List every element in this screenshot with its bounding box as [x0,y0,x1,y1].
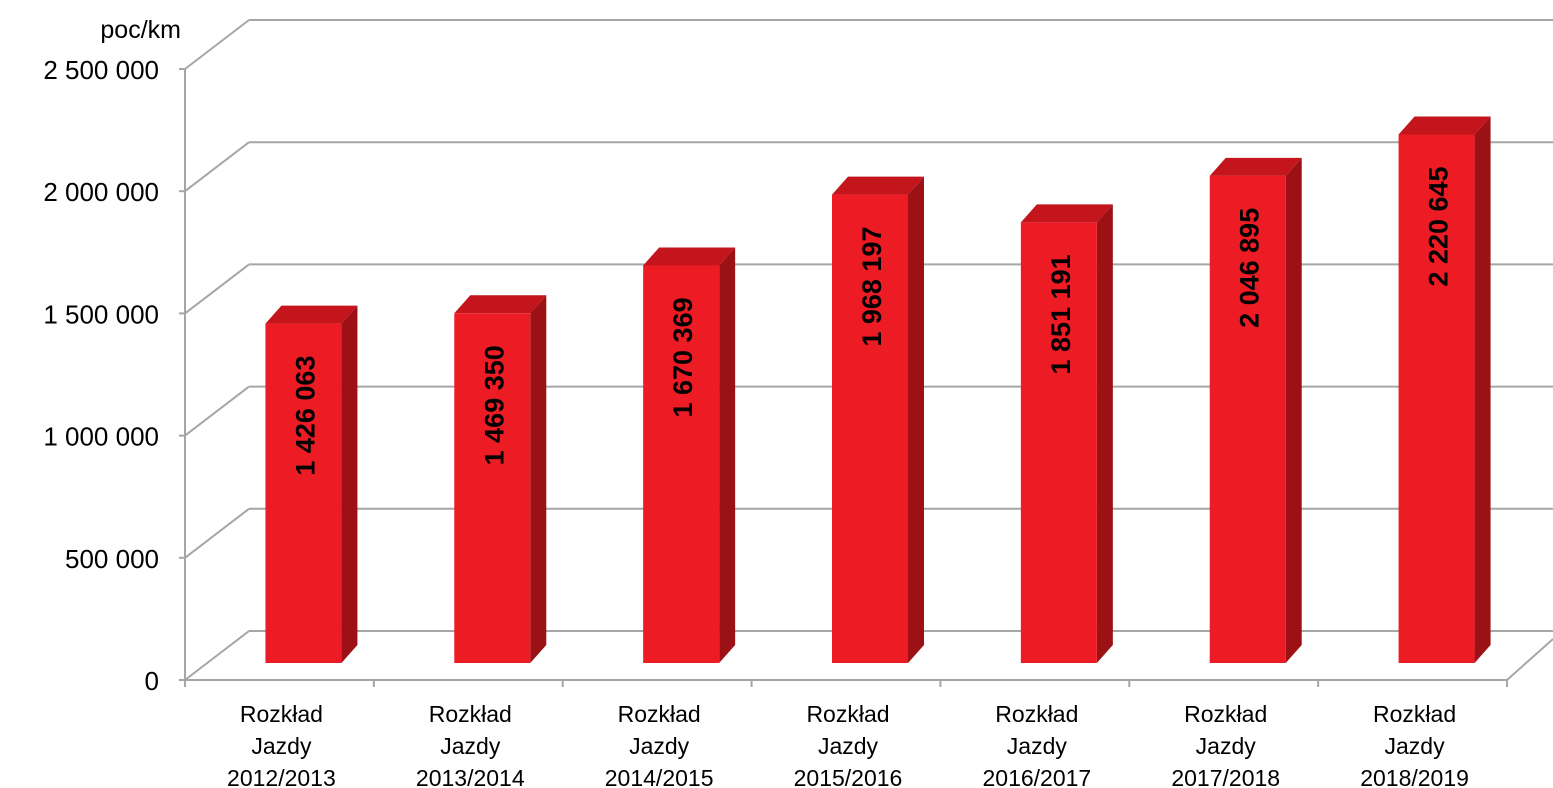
bar-value-label: 1 426 063 [290,356,320,476]
floor-edge [1506,638,1553,681]
x-category-label: Rozkład [806,701,889,727]
labels: 1 426 063 Rozkład Jazdy 2012/2013 1 469 350 R… [227,166,1469,788]
bar [265,305,358,663]
bar-side [1096,204,1113,663]
x-category-label: 2014/2015 [605,765,714,788]
bar-front [454,313,531,663]
x-category-label: 2017/2018 [1171,765,1280,788]
bar-value-label: 1 670 369 [668,297,698,417]
bar-side [908,176,924,664]
bar-side [530,295,547,663]
bar-top [1020,204,1113,223]
axes: 0 500 000 1 000 000 1 500 000 2 000 000 2 500… [43,55,1553,696]
bar-value-label: 1 851 191 [1046,254,1076,374]
bar-side [719,247,736,663]
bar-front [1398,134,1475,663]
y-tick-label: 0 [145,666,159,696]
x-category-label: Rozkład [1373,701,1456,727]
x-category-label: Rozkład [429,701,512,727]
x-category-label: Jazdy [440,733,501,759]
bar-side [341,305,358,663]
x-category-label: 2016/2017 [982,765,1091,788]
x-category-label: Rozkład [995,701,1078,727]
bar-top [832,176,924,195]
x-category-label: Rozkład [1184,701,1267,727]
x-category-label: Jazdy [1196,733,1257,759]
y-tick-label: 500 000 [65,544,159,574]
bar-front [265,323,342,663]
bar-side [1474,116,1491,663]
bar-value-label: 2 220 645 [1424,166,1454,286]
bar-front [1209,175,1286,663]
bar [643,247,736,663]
bars [265,116,1491,664]
bar-top [1209,157,1302,176]
bar [832,176,924,664]
x-category-label: 2018/2019 [1360,765,1469,788]
y-tick-label: 1 000 000 [43,422,159,452]
bar-value-label: 1 968 197 [857,227,887,347]
bar-top [643,247,736,266]
bar-side [1285,157,1302,663]
bar-front [643,265,720,663]
y-tick-label: 1 500 000 [43,299,159,329]
gridline-side [184,508,250,559]
x-category-label: 2013/2014 [416,765,525,788]
bar-value-label: 1 469 350 [479,345,509,465]
bar [1398,116,1491,663]
x-category-label: Jazdy [251,733,312,759]
x-category-label: Jazdy [629,733,690,759]
gridline-side [184,263,250,315]
x-category-label: Rozkład [618,701,701,727]
x-category-label: 2012/2013 [227,765,336,788]
bar-top [454,295,547,314]
gridline-side [184,385,250,437]
gridline-side [184,141,250,192]
x-category-label: 2015/2016 [794,765,903,788]
bar [1209,157,1302,663]
bar-front [832,194,908,664]
bar-value-label: 2 046 895 [1235,208,1265,328]
x-category-label: Jazdy [1007,733,1068,759]
bar-top [265,305,358,324]
gridline-side [184,19,250,70]
bar [1020,204,1113,663]
x-category-label: Rozkład [240,701,323,727]
x-category-label: Jazdy [1385,733,1446,759]
unit-label: poc/km [100,16,181,44]
bar-top [1398,116,1491,135]
bar-front [1020,222,1097,663]
x-category-label: Jazdy [818,733,879,759]
y-tick-label: 2 500 000 [43,55,159,85]
bar [454,295,547,663]
gridline-side [184,630,250,681]
y-tick-label: 2 000 000 [43,177,159,207]
